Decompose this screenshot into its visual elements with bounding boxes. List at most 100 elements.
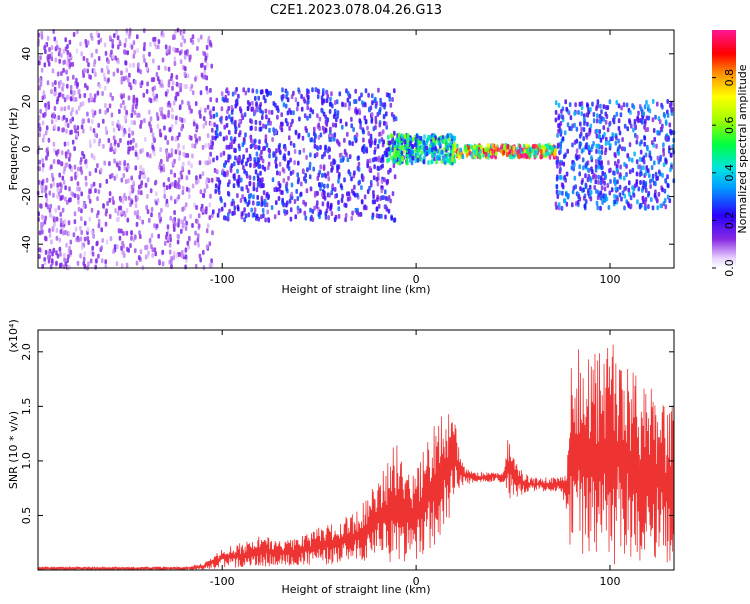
spectrogram-cell: [181, 35, 185, 40]
spectrogram-cell: [487, 143, 490, 149]
spectrogram-cell: [236, 168, 239, 174]
spectrogram-cell: [63, 257, 66, 263]
spectrogram-cell: [39, 55, 42, 61]
snr-x-ticks: -100 0 100: [210, 330, 621, 588]
spectrogram-cell: [379, 101, 382, 107]
spectrogram-cell: [82, 256, 86, 262]
spectrogram-cell: [120, 70, 123, 76]
spectrogram-cell: [288, 135, 291, 141]
spectrogram-cell: [591, 144, 594, 150]
spectrogram-cell: [215, 126, 219, 132]
spectrogram-cell: [264, 217, 267, 223]
spectrogram-cell: [631, 167, 635, 173]
spectrogram-cell: [585, 112, 589, 118]
spectrogram-cell: [68, 197, 71, 203]
spectrogram-cell: [313, 192, 317, 198]
spectrogram-cell: [201, 62, 204, 68]
spectrogram-cell: [294, 97, 298, 103]
spectrogram-cell: [601, 170, 604, 176]
spectrogram-cell: [628, 156, 631, 162]
spectrogram-cell: [51, 251, 54, 257]
spectrogram-cell: [101, 238, 104, 243]
spectrogram-cell: [204, 120, 208, 126]
spectrogram-cell: [256, 182, 260, 188]
colorbar-tick-label: 0.0: [723, 259, 736, 277]
spectrogram-cell: [97, 122, 100, 128]
spectrogram-cell: [98, 108, 102, 114]
spectrogram-cell: [626, 126, 629, 132]
spectrogram-cell: [44, 102, 47, 108]
spectrogram-cell: [577, 110, 580, 115]
spectrogram-cell: [172, 218, 175, 224]
spectrogram-cell: [411, 155, 415, 161]
spectrogram-cell: [68, 52, 72, 58]
spectrogram-cell: [623, 186, 626, 192]
spectrogram-cell: [571, 189, 575, 195]
spectrogram-cell: [639, 149, 643, 155]
spectrogram-cell: [329, 126, 332, 132]
spectrogram-cell: [465, 146, 468, 152]
spectrogram-cell: [164, 135, 167, 141]
spectrogram-cell: [362, 137, 365, 143]
spectrogram-cell: [287, 175, 290, 181]
spectrogram-cell: [311, 87, 314, 93]
spectrogram-cell: [184, 226, 188, 231]
spectrogram-cell: [321, 201, 325, 207]
spectrogram-cell: [121, 125, 124, 131]
spectrogram-cell: [296, 205, 300, 211]
spectrogram-cell: [105, 178, 109, 184]
spectrogram-cell: [619, 112, 623, 118]
spectrogram-cell: [68, 156, 71, 162]
spectrogram-cell: [243, 196, 247, 202]
spectrogram-cell: [508, 149, 511, 155]
spectrogram-cell: [309, 186, 313, 192]
spectrogram-cell: [57, 115, 61, 121]
spectrogram-cell: [90, 95, 93, 101]
spectrogram-cell: [150, 127, 153, 133]
spectrogram-cell: [152, 37, 155, 42]
spectrogram-cell: [171, 85, 174, 91]
spectrogram-cell: [39, 81, 43, 87]
spectrogram-cell: [151, 252, 154, 258]
snr-frame: [37, 329, 675, 571]
spectrogram-cell: [661, 172, 664, 178]
spectrogram-cell: [346, 97, 350, 103]
spectrogram-cell: [153, 223, 156, 229]
spectrogram-cell: [352, 127, 355, 132]
spectrogram-cell: [517, 148, 520, 154]
spectrogram-cell: [220, 206, 224, 212]
spectrogram-cell: [240, 211, 244, 217]
spectrogram-cell: [80, 124, 84, 130]
spectrogram-cell: [658, 119, 662, 125]
spectrogram-cell: [599, 190, 603, 196]
spectrogram-cell: [319, 144, 322, 150]
spectrogram-cell: [467, 145, 470, 151]
spectrogram-cell: [425, 145, 428, 151]
spectrogram-cell: [68, 39, 72, 45]
spectrogram-cell: [379, 196, 382, 201]
spectrogram-cell: [321, 173, 324, 178]
spectrogram-cell: [191, 34, 195, 40]
spectrogram-cell: [268, 148, 271, 154]
spectrogram-cell: [119, 138, 122, 143]
spectrogram-cell: [579, 121, 582, 127]
spectrogram-cell: [597, 164, 601, 170]
spectrogram-cell: [160, 111, 163, 117]
spectrogram-cell: [274, 156, 278, 162]
spectrogram-cell: [177, 194, 181, 200]
spectrogram-cell: [372, 190, 375, 196]
spectrogram-cell: [367, 131, 370, 136]
spectrogram-cell: [615, 100, 619, 105]
spectrogram-cell: [88, 171, 92, 177]
spectrogram-cell: [154, 251, 157, 257]
spectrogram-cell: [130, 175, 133, 181]
spectrogram-cell: [211, 127, 214, 133]
spectrogram-cell: [245, 147, 248, 153]
spectrogram-cell: [438, 141, 441, 147]
spectrogram-cell: [223, 124, 226, 130]
spectrogram-cell: [131, 107, 135, 113]
spectrogram-cell: [254, 169, 258, 175]
spectrogram-cell: [604, 140, 608, 146]
spectrogram-cell: [179, 170, 183, 176]
spectrogram-cell: [284, 118, 288, 123]
